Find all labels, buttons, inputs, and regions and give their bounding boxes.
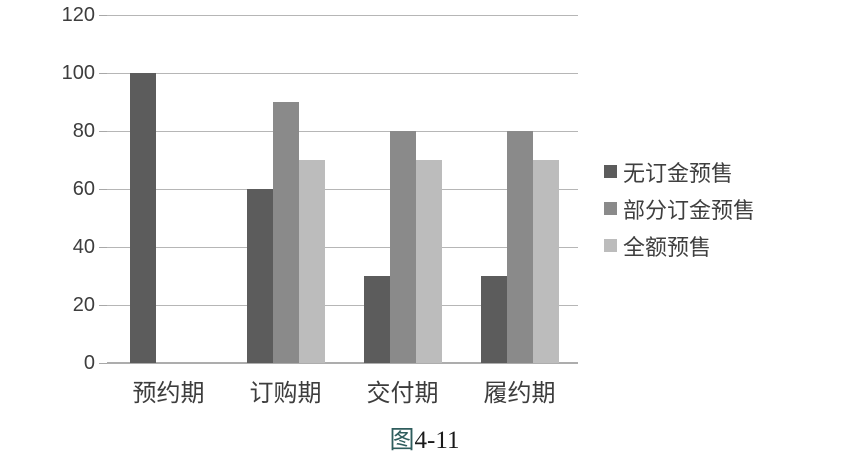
y-axis-tick [99, 247, 107, 248]
y-axis-tick-label: 40 [72, 236, 95, 258]
legend-swatch-icon [604, 239, 617, 252]
legend-swatch-icon [604, 165, 617, 178]
bar-cat4-series3 [532, 160, 559, 363]
bar-cat3-series1 [363, 276, 390, 363]
y-axis-tick [99, 189, 107, 190]
legend-item: 无订金预售 [604, 159, 755, 186]
bar-cat2-series1 [246, 189, 273, 363]
legend-item: 全额预售 [604, 233, 755, 260]
y-axis-tick [99, 15, 107, 16]
y-axis-tick-label: 0 [83, 352, 95, 374]
y-axis-tick-label: 80 [72, 120, 95, 142]
caption-figure-word: 图 [389, 427, 415, 452]
gridline [107, 15, 578, 16]
gridline [107, 247, 578, 248]
x-axis-line [107, 362, 578, 364]
bar-cat4-series1 [480, 276, 507, 363]
bar-cat2-series3 [298, 160, 325, 363]
y-axis-tick-label: 120 [61, 4, 95, 26]
legend-item: 部分订金预售 [604, 196, 755, 223]
legend-label: 部分订金预售 [623, 197, 756, 223]
caption-figure-number: 4-11 [414, 427, 460, 452]
x-axis-category-label: 预约期 [132, 380, 205, 407]
bar-cat4-series2 [506, 131, 533, 363]
legend-label: 全额预售 [623, 234, 712, 260]
y-axis-tick [99, 73, 107, 74]
x-axis-category-label: 履约期 [483, 380, 556, 407]
gridline [107, 189, 578, 190]
bar-cat1-series1 [129, 73, 156, 363]
gridline [107, 73, 578, 74]
bar-cat3-series2 [389, 131, 416, 363]
y-axis-tick-label: 20 [72, 294, 95, 316]
gridline [107, 305, 578, 306]
y-axis-tick [99, 363, 107, 364]
y-axis-tick-label: 100 [61, 62, 95, 84]
figure-caption: 图4-11 [0, 420, 849, 452]
x-axis-category-label: 订购期 [249, 380, 322, 407]
y-axis-tick-label: 60 [72, 178, 95, 200]
x-axis-category-label: 交付期 [366, 380, 439, 407]
gridline [107, 131, 578, 132]
bar-cat2-series2 [272, 102, 299, 363]
bar-cat3-series3 [415, 160, 442, 363]
y-axis-tick [99, 131, 107, 132]
y-axis-tick [99, 305, 107, 306]
legend-swatch-icon [604, 202, 617, 215]
legend-label: 无订金预售 [623, 160, 734, 186]
chart-legend: 无订金预售部分订金预售 全额预售 [604, 159, 755, 270]
